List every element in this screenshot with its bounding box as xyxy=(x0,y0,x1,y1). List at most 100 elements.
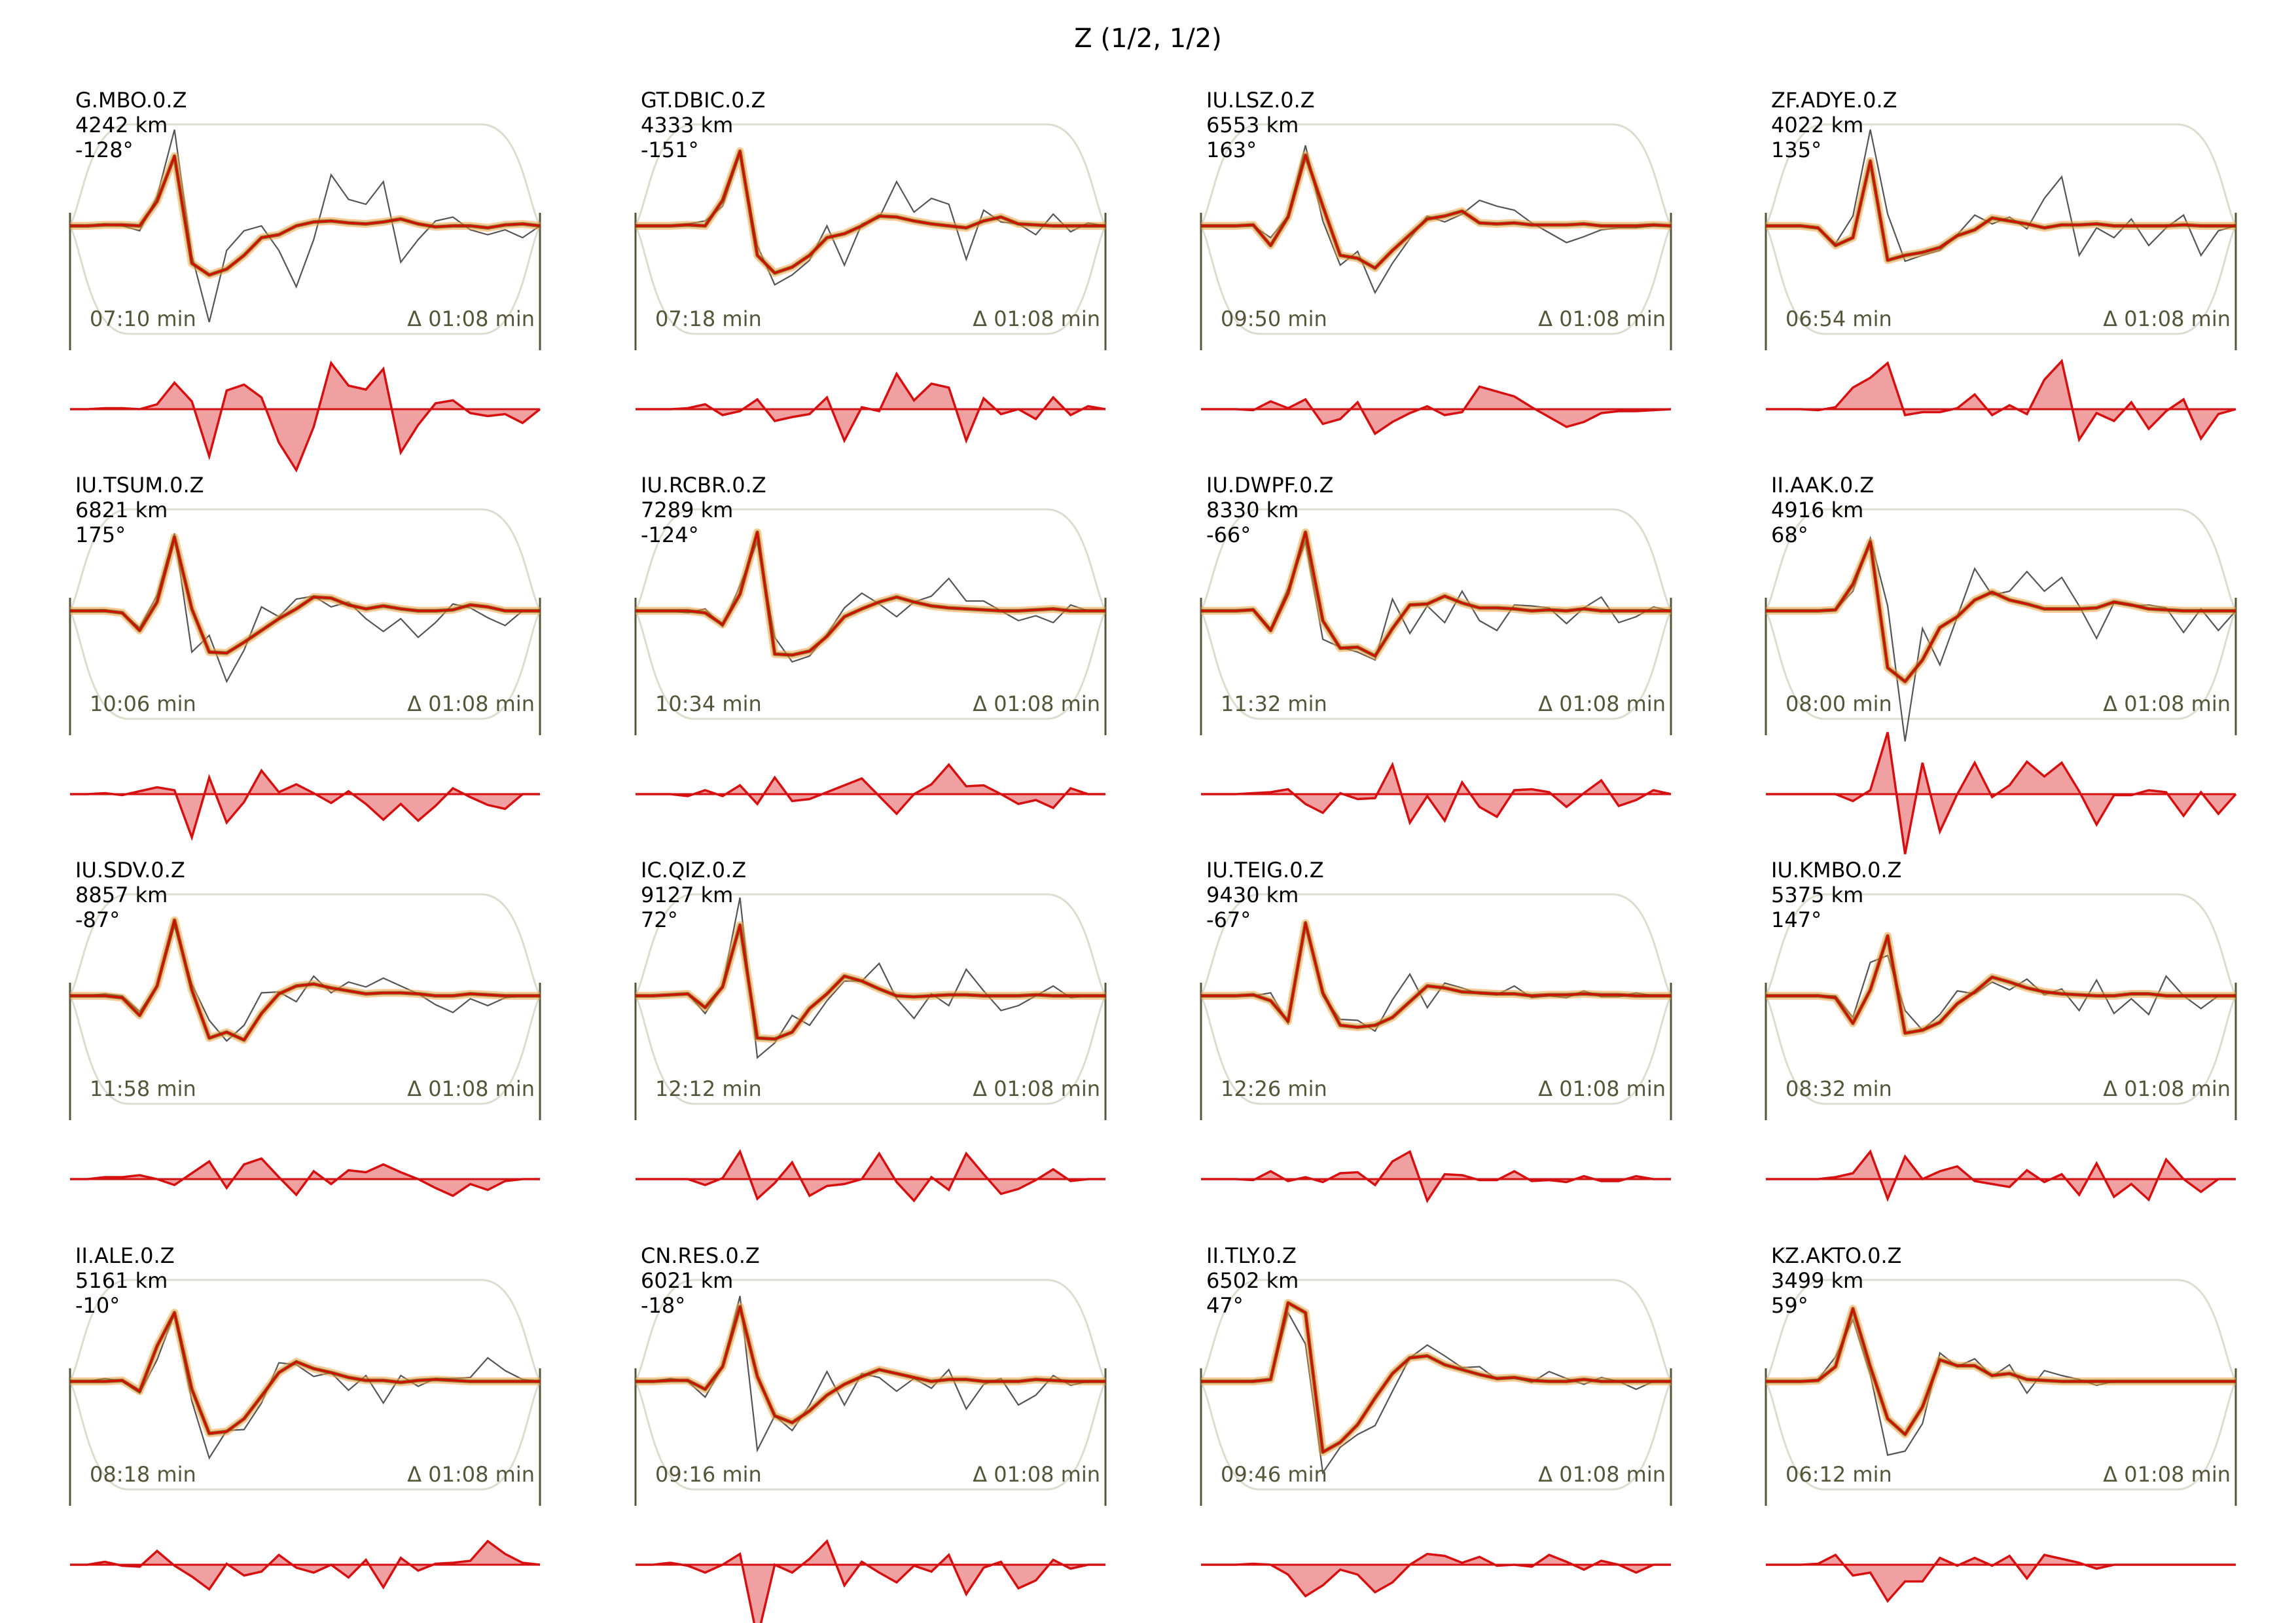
duration-label: Δ 01:08 min xyxy=(1538,306,1666,331)
residual-trace xyxy=(636,763,1105,816)
synthetic-shadow xyxy=(636,149,1105,275)
residual-fill xyxy=(1766,1152,2236,1200)
synthetic-band xyxy=(636,921,1105,1043)
duration-label: Δ 01:08 min xyxy=(2103,1462,2231,1487)
start-time-label: 11:58 min xyxy=(90,1076,196,1101)
station-distance: 4916 km xyxy=(1771,498,1863,522)
residual-fill xyxy=(636,1152,1105,1201)
synthetic-band xyxy=(1766,538,2236,685)
residual-fill xyxy=(636,1541,1105,1623)
start-time-label: 06:12 min xyxy=(1785,1462,1892,1487)
station-name: IU.SDV.0.Z xyxy=(75,858,185,883)
station-distance: 8330 km xyxy=(1206,498,1299,522)
synthetic-trace xyxy=(70,919,540,1042)
synthetic-trace xyxy=(70,536,540,655)
duration-label: Δ 01:08 min xyxy=(2103,1076,2231,1101)
figure-title: Z (1/2, 1/2) xyxy=(1074,24,1222,54)
duration-label: Δ 01:08 min xyxy=(1538,1462,1666,1487)
station-distance: 4022 km xyxy=(1771,113,1863,137)
start-time-label: 08:18 min xyxy=(90,1462,196,1487)
station-azimuth: 175° xyxy=(75,522,126,547)
taper-window xyxy=(1200,508,1672,720)
synthetic-shadow xyxy=(636,1305,1105,1425)
start-time-label: 09:50 min xyxy=(1221,306,1327,331)
taper-window xyxy=(69,893,541,1105)
residual-fill xyxy=(1766,1555,2236,1601)
station-name: IU.RCBR.0.Z xyxy=(641,473,766,498)
station-name: II.AAK.0.Z xyxy=(1771,473,1874,498)
residual-fill xyxy=(1201,1152,1671,1201)
synthetic-trace xyxy=(1766,541,2236,683)
duration-label: Δ 01:08 min xyxy=(2103,691,2231,716)
duration-label: Δ 01:08 min xyxy=(2103,306,2231,331)
station-distance: 3499 km xyxy=(1771,1268,1863,1293)
residual-fill xyxy=(636,765,1105,814)
synthetic-shadow xyxy=(70,1311,540,1436)
residual-trace xyxy=(636,371,1106,445)
synthetic-shadow xyxy=(1201,921,1671,1029)
synthetic-shadow xyxy=(1201,530,1671,658)
synthetic-trace xyxy=(1766,934,2236,1034)
station-distance: 9127 km xyxy=(641,883,733,907)
synthetic-trace xyxy=(1201,1302,1671,1453)
station-azimuth: 163° xyxy=(1206,137,1257,162)
synthetic-shadow xyxy=(1766,934,2236,1035)
synthetic-trace xyxy=(70,1311,540,1435)
residual-trace xyxy=(1201,1552,1671,1598)
synthetic-trace xyxy=(1766,160,2236,262)
station-distance: 6553 km xyxy=(1206,113,1299,137)
synthetic-band xyxy=(70,533,540,657)
taper-window xyxy=(69,1279,541,1491)
start-time-label: 08:32 min xyxy=(1785,1076,1892,1101)
residual-fill xyxy=(70,363,540,470)
station-distance: 4242 km xyxy=(75,113,168,137)
station-azimuth: 59° xyxy=(1771,1293,1808,1318)
residual-trace xyxy=(1201,1150,1671,1203)
station-name: IU.KMBO.0.Z xyxy=(1771,858,1902,883)
taper-window xyxy=(1765,123,2237,335)
station-name: GT.DBIC.0.Z xyxy=(641,88,766,113)
duration-label: Δ 01:08 min xyxy=(1538,1076,1666,1101)
start-time-label: 10:06 min xyxy=(90,691,196,716)
duration-label: Δ 01:08 min xyxy=(973,1462,1100,1487)
synthetic-trace xyxy=(1201,154,1672,270)
synthetic-trace xyxy=(636,150,1105,274)
start-time-label: 11:32 min xyxy=(1221,691,1327,716)
taper-window xyxy=(1765,508,2237,720)
station-azimuth: -10° xyxy=(75,1293,120,1318)
station-distance: 5375 km xyxy=(1771,883,1863,907)
synthetic-trace xyxy=(636,1305,1105,1424)
taper-window xyxy=(1200,123,1672,335)
synthetic-band xyxy=(70,152,541,279)
station-name: IC.QIZ.0.Z xyxy=(641,858,746,883)
start-time-label: 10:34 min xyxy=(655,691,762,716)
synthetic-band xyxy=(70,1309,540,1438)
residual-trace xyxy=(70,1157,540,1197)
residual-trace xyxy=(636,1149,1105,1203)
station-distance: 6021 km xyxy=(641,1268,733,1293)
start-time-label: 12:12 min xyxy=(655,1076,762,1101)
taper-window xyxy=(634,1279,1107,1491)
station-distance: 6502 km xyxy=(1206,1268,1299,1293)
start-time-label: 07:18 min xyxy=(655,306,762,331)
residual-fill xyxy=(70,1158,540,1196)
synthetic-trace xyxy=(636,924,1105,1040)
synthetic-trace xyxy=(636,531,1105,657)
duration-label: Δ 01:08 min xyxy=(407,1076,535,1101)
synthetic-shadow xyxy=(70,535,540,655)
residual-trace xyxy=(1766,1553,2236,1603)
residual-trace xyxy=(70,360,541,473)
station-azimuth: -66° xyxy=(1206,522,1251,547)
